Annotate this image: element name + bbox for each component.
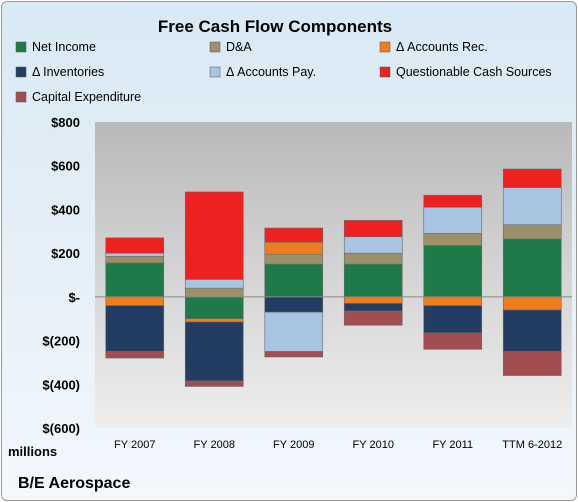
- x-tick-label: FY 2007: [114, 439, 155, 451]
- y-tick-label: $600: [51, 159, 80, 174]
- bar-segment-accounts-pay: [423, 206, 483, 234]
- x-tick-label: TTM 6-2012: [502, 439, 562, 451]
- bar-segment-d-a: [502, 224, 562, 240]
- bar-segment-questionable-cash-sources: [105, 237, 165, 254]
- y-tick-label: $-: [68, 290, 80, 305]
- bar-segment-d-a: [184, 287, 244, 298]
- bar-segment-capital-expenditure: [105, 351, 165, 359]
- plot-area: [95, 122, 572, 428]
- chart-title: Free Cash Flow Components: [158, 17, 392, 36]
- bar-segment-d-a: [264, 253, 324, 265]
- bar-segment-inventories: [502, 309, 562, 352]
- footer-text: B/E Aerospace: [18, 475, 130, 492]
- bar-segment-net-income: [105, 262, 165, 298]
- y-tick-label: $(200): [42, 334, 80, 349]
- legend: Net Income D&A Δ Accounts Rec. Δ Inventorie…: [15, 40, 552, 104]
- legend-label-capital-expenditure: Capital Expenditure: [32, 90, 141, 104]
- legend-label-questionable-cash-sources: Questionable Cash Sources: [396, 65, 552, 79]
- bar-segment-capital-expenditure: [502, 351, 562, 376]
- bar-segment-net-income: [502, 238, 562, 298]
- legend-label-accounts-rec: Δ Accounts Rec.: [396, 40, 488, 54]
- bar-segment-accounts-rec: [343, 296, 403, 304]
- x-tick-label: FY 2009: [273, 439, 314, 451]
- bar-segment-capital-expenditure: [343, 310, 403, 326]
- legend-label-inventories: Δ Inventories: [32, 65, 104, 79]
- legend-label-accounts-pay: Δ Accounts Pay.: [226, 65, 316, 79]
- legend-swatch-questionable-cash-sources: [379, 66, 391, 78]
- bar-segment-inventories: [105, 305, 165, 352]
- bar-segment-accounts-rec: [184, 318, 244, 323]
- bar-segment-d-a: [423, 233, 483, 246]
- bar-segment-questionable-cash-sources: [264, 227, 324, 243]
- bar-segment-accounts-pay: [105, 252, 165, 257]
- bar-segment-accounts-pay: [502, 187, 562, 226]
- bar-segment-questionable-cash-sources: [343, 220, 403, 238]
- legend-swatch-d-a: [209, 41, 221, 53]
- legend-swatch-capital-expenditure: [15, 91, 27, 103]
- bar-segment-net-income: [423, 245, 483, 298]
- bar-segment-net-income: [343, 263, 403, 298]
- legend-label-d-a: D&A: [226, 40, 252, 54]
- legend-swatch-accounts-pay: [209, 66, 221, 78]
- bar-segment-d-a: [343, 252, 403, 265]
- y-tick-label: $800: [51, 115, 80, 130]
- bar-segment-capital-expenditure: [184, 380, 244, 387]
- bar-segment-questionable-cash-sources: [502, 168, 562, 188]
- bar-segment-questionable-cash-sources: [184, 191, 244, 280]
- bar-segment-inventories: [264, 296, 324, 313]
- bar-segment-inventories: [423, 305, 483, 334]
- bar-segment-inventories: [343, 303, 403, 312]
- bar-segment-accounts-pay: [184, 279, 244, 289]
- bar-segment-d-a: [105, 256, 165, 264]
- bar-segment-accounts-rec: [264, 241, 324, 255]
- legend-swatch-inventories: [15, 66, 27, 78]
- x-tick-label: FY 2008: [194, 439, 235, 451]
- bar-segment-accounts-pay: [264, 311, 324, 352]
- y-tick-label: $400: [51, 202, 80, 217]
- bar-segment-questionable-cash-sources: [423, 194, 483, 208]
- x-tick-label: FY 2010: [353, 439, 394, 451]
- bar-segment-net-income: [184, 296, 244, 320]
- bar-segment-net-income: [264, 263, 324, 298]
- legend-label-net-income: Net Income: [32, 40, 96, 54]
- y-tick-label: $(400): [42, 377, 80, 392]
- legend-swatch-accounts-rec: [379, 41, 391, 53]
- y-tick-label: $200: [51, 246, 80, 261]
- y-tick-label: $(600): [42, 421, 80, 436]
- units-label: millions: [8, 444, 57, 459]
- x-tick-label: FY 2011: [432, 439, 473, 451]
- legend-swatch-net-income: [15, 41, 27, 53]
- bar-segment-accounts-rec: [423, 296, 483, 306]
- bars: [105, 168, 562, 387]
- bar-segment-inventories: [184, 321, 244, 382]
- bar-segment-accounts-rec: [502, 296, 562, 311]
- bar-segment-capital-expenditure: [264, 351, 324, 358]
- y-axis: $800 $600 $400 $200 $- $(200) $(400) $(600): [42, 115, 80, 436]
- bar-segment-capital-expenditure: [423, 332, 483, 350]
- x-axis: FY 2007 FY 2008 FY 2009 FY 2010 FY 2011 TTM 6…: [114, 439, 562, 451]
- bar-segment-accounts-rec: [105, 296, 165, 306]
- bar-segment-accounts-pay: [343, 236, 403, 254]
